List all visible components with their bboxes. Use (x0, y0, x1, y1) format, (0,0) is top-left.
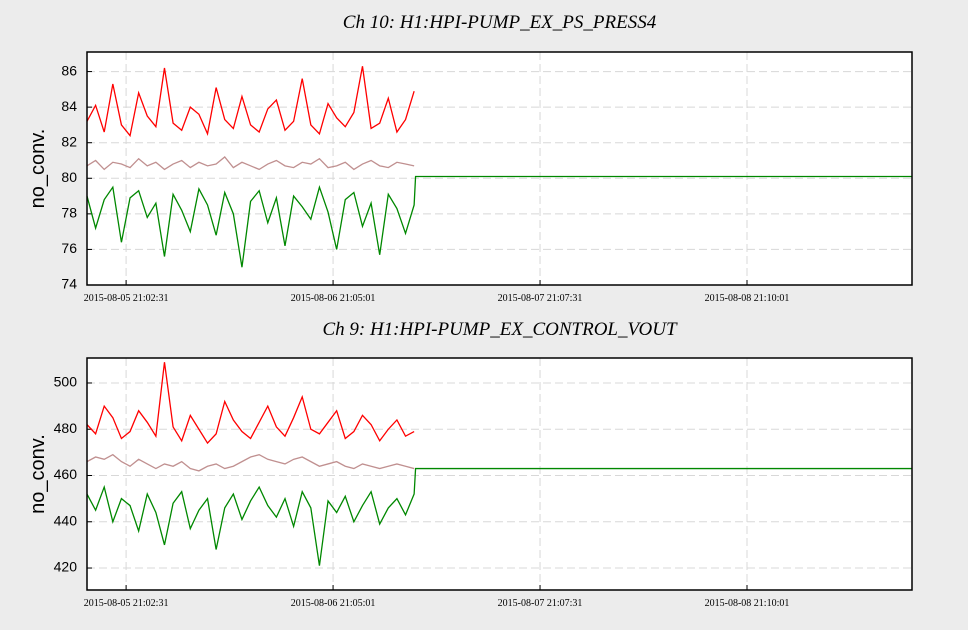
y-tick-label: 420 (54, 559, 78, 575)
x-tick-label: 2015-08-06 21:05:01 (291, 598, 376, 609)
series-line (86, 453, 415, 472)
y-tick-label: 440 (54, 512, 78, 528)
y-tick-label: 82 (61, 133, 77, 149)
y-tick-label: 74 (61, 276, 77, 292)
y-tick-label: 500 (54, 374, 78, 390)
x-tick-label: 2015-08-06 21:05:01 (291, 293, 376, 304)
y-tick-label: 460 (54, 466, 78, 482)
y-tick-label: 480 (54, 420, 78, 436)
chart-title: Ch 10: H1:HPI-PUMP_EX_PS_PRESS4 (343, 12, 657, 33)
y-tick-label: 80 (61, 169, 77, 185)
y-tick-label: 76 (61, 240, 77, 256)
x-tick-label: 2015-08-05 21:02:31 (84, 598, 169, 609)
series-line (86, 362, 415, 445)
chart-title: Ch 9: H1:HPI-PUMP_EX_CONTROL_VOUT (322, 319, 678, 340)
series-line (86, 175, 912, 268)
plot-area (87, 52, 912, 285)
y-tick-label: 78 (61, 205, 77, 221)
x-tick-label: 2015-08-08 21:10:01 (705, 293, 790, 304)
x-tick-label: 2015-08-08 21:10:01 (705, 598, 790, 609)
series-line (86, 467, 912, 566)
y-axis-label: no_conv. (27, 434, 49, 514)
y-axis-label: no_conv. (27, 129, 49, 209)
y-tick-label: 84 (61, 98, 77, 114)
x-tick-label: 2015-08-07 21:07:31 (498, 598, 583, 609)
x-tick-label: 2015-08-05 21:02:31 (84, 293, 169, 304)
series-line (86, 66, 415, 138)
y-tick-label: 86 (61, 62, 77, 78)
plot-area (87, 358, 912, 590)
plot-frame (86, 51, 913, 286)
x-tick-label: 2015-08-07 21:07:31 (498, 293, 583, 304)
plot-frame (86, 357, 913, 591)
series-line (86, 156, 415, 171)
